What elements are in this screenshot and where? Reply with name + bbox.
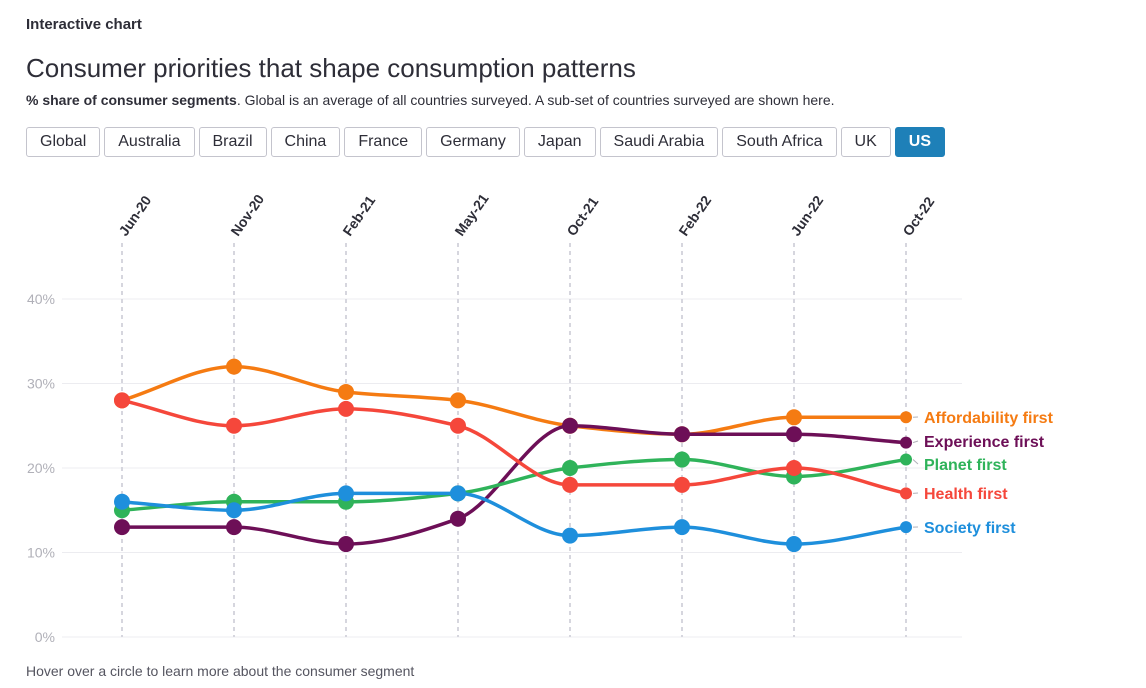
tab-china[interactable]: China [270, 127, 341, 157]
x-tick-label: Jun-20 [115, 192, 154, 238]
tab-us[interactable]: US [894, 127, 945, 157]
health-first-point[interactable] [450, 417, 466, 434]
experience-first-point[interactable] [226, 519, 242, 536]
y-tick-label: 10% [27, 545, 55, 561]
x-tick-label: May-21 [451, 190, 491, 238]
chart-kicker: Interactive chart [26, 16, 142, 33]
society-first-point[interactable] [338, 485, 354, 502]
tab-france[interactable]: France [344, 127, 423, 157]
tab-japan[interactable]: Japan [523, 127, 596, 157]
affordability-first-point[interactable] [786, 409, 802, 426]
x-tick-label: Oct-21 [563, 194, 601, 239]
planet-first-label-connector [912, 459, 919, 465]
experience-first-point[interactable] [900, 436, 912, 449]
experience-first-label-connector [912, 440, 919, 444]
subtitle-bold: % share of consumer segments [26, 92, 237, 108]
planet-first-label: Planet first [924, 457, 1007, 474]
x-tick-label: Jun-22 [787, 192, 826, 238]
society-first-point[interactable] [114, 493, 130, 510]
y-tick-label: 0% [35, 629, 55, 645]
health-first-point[interactable] [786, 460, 802, 476]
y-tick-label: 30% [27, 376, 55, 392]
experience-first-point[interactable] [786, 426, 802, 443]
y-tick-label: 40% [27, 291, 55, 307]
planet-first-point[interactable] [562, 460, 578, 476]
affordability-first-point[interactable] [226, 358, 242, 375]
tab-global[interactable]: Global [26, 127, 101, 157]
experience-first-point[interactable] [450, 510, 466, 527]
tab-australia[interactable]: Australia [104, 127, 195, 157]
society-first-point[interactable] [786, 536, 802, 553]
chart-title: Consumer priorities that shape consumpti… [26, 53, 636, 83]
affordability-first-label: Affordability first [924, 410, 1054, 427]
health-first-line [120, 398, 908, 496]
planet-first-point[interactable] [674, 451, 690, 468]
society-first-point[interactable] [450, 485, 466, 502]
affordability-first-line [120, 364, 908, 436]
society-first-point[interactable] [562, 527, 578, 544]
experience-first-point[interactable] [338, 536, 354, 553]
x-tick-label: Nov-20 [227, 191, 267, 239]
tab-saudi-arabia[interactable]: Saudi Arabia [599, 127, 719, 157]
planet-first-line [120, 457, 908, 512]
society-first-label: Society first [924, 520, 1016, 537]
chart-footer: Hover over a circle to learn more about … [26, 663, 415, 679]
tab-brazil[interactable]: Brazil [198, 127, 267, 157]
affordability-first-point[interactable] [900, 411, 912, 424]
affordability-first-point[interactable] [450, 392, 466, 409]
x-tick-label: Feb-22 [675, 192, 714, 238]
country-tabs: Global Australia Brazil China France Ger… [26, 127, 945, 157]
chart-subtitle: % share of consumer segments. Global is … [26, 92, 835, 108]
society-first-point[interactable] [900, 521, 912, 534]
subtitle-text: . Global is an average of all countries … [236, 92, 835, 108]
health-first-label: Health first [924, 486, 1008, 503]
tab-south-africa[interactable]: South Africa [722, 127, 837, 157]
health-first-point[interactable] [674, 476, 690, 493]
x-tick-label: Oct-22 [899, 194, 937, 239]
experience-first-line [120, 423, 908, 546]
health-first-point[interactable] [114, 392, 130, 409]
tab-germany[interactable]: Germany [426, 127, 520, 157]
health-first-point[interactable] [900, 487, 912, 500]
society-first-point[interactable] [674, 519, 690, 536]
health-first-point[interactable] [562, 476, 578, 493]
experience-first-point[interactable] [562, 417, 578, 434]
experience-first-label: Experience first [924, 434, 1045, 451]
health-first-point[interactable] [226, 417, 242, 434]
experience-first-point[interactable] [674, 426, 690, 443]
tab-uk[interactable]: UK [840, 127, 891, 157]
x-tick-label: Feb-21 [339, 192, 378, 238]
society-first-line [120, 491, 908, 546]
y-tick-label: 20% [27, 460, 55, 476]
health-first-point[interactable] [338, 400, 354, 417]
planet-first-point[interactable] [900, 453, 912, 466]
society-first-point[interactable] [226, 502, 242, 519]
experience-first-point[interactable] [114, 519, 130, 536]
affordability-first-point[interactable] [338, 383, 354, 400]
